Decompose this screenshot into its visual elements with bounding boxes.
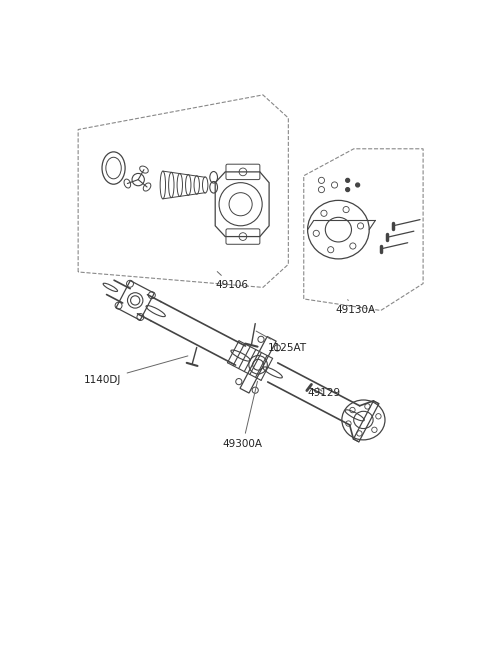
Text: 1140DJ: 1140DJ bbox=[84, 356, 188, 385]
Circle shape bbox=[346, 178, 349, 182]
Text: 49130A: 49130A bbox=[336, 300, 375, 316]
Text: 1125AT: 1125AT bbox=[256, 331, 307, 353]
Circle shape bbox=[346, 188, 349, 192]
Circle shape bbox=[356, 183, 360, 187]
Text: 49106: 49106 bbox=[215, 272, 248, 290]
Text: 49129: 49129 bbox=[308, 388, 341, 398]
Text: 49300A: 49300A bbox=[223, 381, 263, 449]
